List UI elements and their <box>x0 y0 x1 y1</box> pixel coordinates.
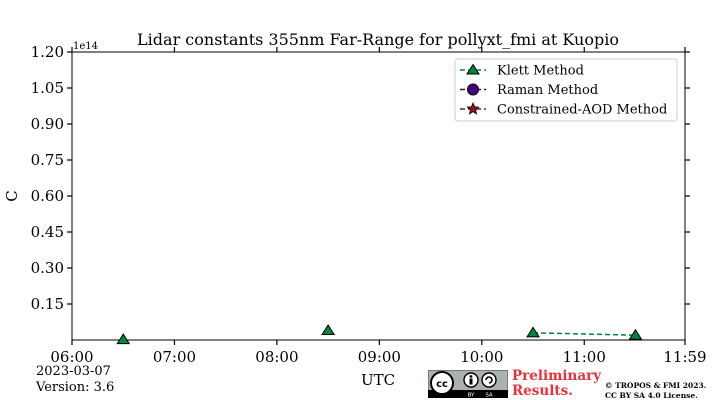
x-tick-label: 06:00 <box>50 348 93 366</box>
x-tick-label: 07:00 <box>153 348 196 366</box>
footer-version: Version: 3.6 <box>36 380 115 395</box>
svg-text:SA: SA <box>485 393 493 399</box>
x-tick-label: 11:59 <box>663 348 706 366</box>
data-point <box>116 333 131 345</box>
data-points <box>116 324 643 345</box>
x-axis-ticks: 06:00 07:00 08:00 09:00 10:00 11:00 11:59 <box>50 47 707 366</box>
y-multiplier-label: 1e14 <box>73 41 98 52</box>
chart-title: Lidar constants 355nm Far-Range for poll… <box>137 30 619 49</box>
y-tick-label: 0.75 <box>31 151 64 169</box>
legend-box <box>454 58 678 122</box>
y-tick-label: 0.45 <box>31 223 64 241</box>
series-lines <box>533 332 636 336</box>
y-tick-label: 1.05 <box>31 79 64 97</box>
legend-label: Raman Method <box>497 83 598 98</box>
svg-text:cc: cc <box>436 379 448 390</box>
legend-label: Klett Method <box>497 64 584 79</box>
x-tick-label: 11:00 <box>563 348 606 366</box>
data-point <box>526 326 540 338</box>
x-axis-label: UTC <box>361 371 395 389</box>
svg-text:BY: BY <box>468 393 475 399</box>
preliminary-results-note: Preliminary Results. <box>512 369 601 399</box>
footer-date: 2023-03-07 <box>36 364 111 379</box>
data-point <box>321 324 336 335</box>
legend-label: Constrained-AOD Method <box>497 103 667 118</box>
copyright-line-1: © TROPOS & FMI 2023. <box>605 381 707 390</box>
y-axis-ticks: 0.15 0.30 0.45 0.60 0.75 0.90 1.05 1.20 <box>31 43 690 313</box>
data-point <box>628 328 643 340</box>
y-tick-label: 0.30 <box>31 259 64 277</box>
y-axis-label: C <box>3 190 21 201</box>
legend: Klett Method Raman Method Constrained-AOD … <box>454 58 678 122</box>
preliminary-line-1: Preliminary <box>512 368 602 384</box>
series-segment <box>533 332 636 336</box>
copyright-note: © TROPOS & FMI 2023. CC BY SA 4.0 Licens… <box>605 381 706 400</box>
x-tick-label: 09:00 <box>358 348 401 366</box>
x-tick-label: 10:00 <box>460 348 503 366</box>
legend-marker <box>466 101 480 115</box>
y-tick-label: 1.20 <box>31 43 64 61</box>
legend-marker <box>466 63 480 75</box>
y-tick-label: 0.90 <box>31 115 64 133</box>
y-tick-label: 0.60 <box>31 187 64 205</box>
legend-marker <box>467 83 479 96</box>
preliminary-line-2: Results. <box>512 383 573 399</box>
y-tick-label: 0.15 <box>31 295 64 313</box>
cc-by-sa-icon: cc BY SA <box>428 370 508 398</box>
copyright-line-2: CC BY SA 4.0 License. <box>605 390 698 400</box>
x-tick-label: 08:00 <box>255 348 298 366</box>
